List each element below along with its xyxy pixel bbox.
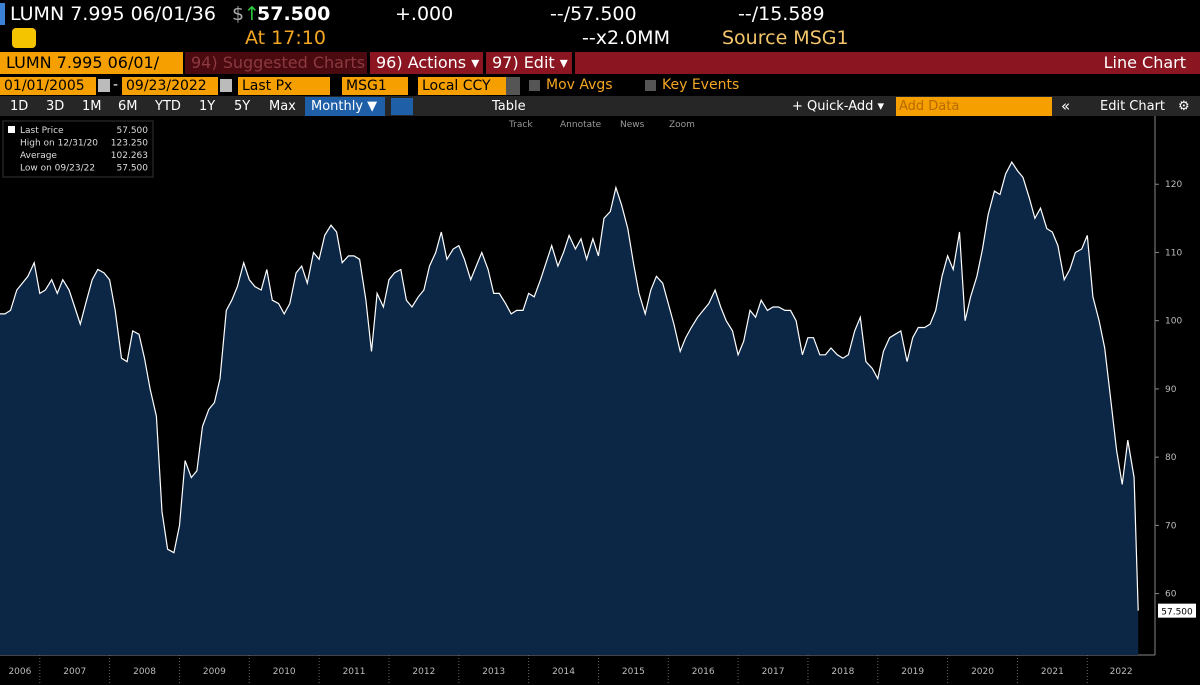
field[interactable]: Last Px <box>238 77 330 95</box>
gear[interactable]: ⚙ <box>1178 99 1190 114</box>
x-tick-label: 2017 <box>762 667 785 677</box>
calendar-icon[interactable] <box>98 79 110 92</box>
x-tick-label: 2016 <box>692 667 715 677</box>
period-button[interactable]: YTD <box>155 99 181 114</box>
chart-tool[interactable]: Annotate <box>560 120 602 130</box>
legend-label: Low on 09/23/22 <box>20 164 95 174</box>
price-line <box>0 160 1139 611</box>
chart-tool[interactable]: News <box>620 120 645 130</box>
y-tick-label: 120 <box>1165 180 1182 190</box>
y-tick-label: 110 <box>1165 248 1182 258</box>
frequency[interactable]: Monthly ▼ <box>305 97 385 116</box>
alert-icon[interactable] <box>12 28 36 48</box>
chart: 60 70 80 90 100 110 120 2006 2007 2008 2009 2010 201… <box>0 116 1196 685</box>
y-tick-label: 100 <box>1165 317 1182 327</box>
x-tick-label: 2010 <box>273 667 296 677</box>
x-tick-label: 2013 <box>482 667 505 677</box>
x-tick-label: 2014 <box>552 667 575 677</box>
chart-tool[interactable]: Zoom <box>669 120 695 130</box>
legend-value: 57.500 <box>117 126 149 136</box>
currency-field[interactable]: Local CCY <box>418 77 506 95</box>
period-button[interactable]: 1M <box>82 99 102 114</box>
x-tick-label: 2009 <box>203 667 226 677</box>
legend-label: Last Price <box>20 126 64 136</box>
legend-swatch <box>8 126 15 133</box>
legend-label: Average <box>20 151 57 161</box>
x-tick-label: 2020 <box>971 667 994 677</box>
x-tick-label: 2022 <box>1110 667 1133 677</box>
x-tick-label: 2021 <box>1041 667 1064 677</box>
actions-button[interactable]: 96) Actions ▾ <box>370 52 483 74</box>
y-tick-label: 80 <box>1165 453 1177 463</box>
chart-type: Line Chart <box>575 52 1200 74</box>
legend-value: 57.500 <box>117 164 149 174</box>
bid-ask: --/57.500 <box>550 3 637 25</box>
size: --x2.0MM <box>582 27 670 49</box>
dash: - <box>113 77 119 93</box>
table-button[interactable]: Table <box>492 99 526 114</box>
suggested-button[interactable]: 94) Suggested Charts <box>185 52 367 74</box>
x-tick-label: 2012 <box>412 667 435 677</box>
edit-chart[interactable]: Edit Chart <box>1100 99 1166 114</box>
yield: --/15.589 <box>738 3 825 25</box>
change: +.000 <box>395 3 454 25</box>
x-tick-label: 2018 <box>831 667 854 677</box>
checkbox[interactable] <box>645 80 656 91</box>
period-button[interactable]: Max <box>269 99 296 114</box>
period-button[interactable]: 5Y <box>234 99 251 114</box>
collapse[interactable]: « <box>1061 97 1071 115</box>
end-date[interactable]: 09/23/2022 <box>122 77 218 95</box>
arrow: ↑ <box>244 3 260 25</box>
edit-button[interactable]: 97) Edit ▾ <box>486 52 572 74</box>
legend-value: 102.263 <box>111 151 148 161</box>
x-tick-label: 2015 <box>622 667 645 677</box>
key-events[interactable]: Key Events <box>662 77 740 93</box>
x-tick-label: 2008 <box>133 667 156 677</box>
source-field[interactable]: MSG1 <box>342 77 408 95</box>
last-value-label: 57.500 <box>1161 608 1193 618</box>
calendar-icon[interactable] <box>220 79 232 92</box>
focus-bar <box>0 3 5 25</box>
legend-box <box>2 120 154 178</box>
legend-label: High on 12/31/20 <box>20 139 98 149</box>
add-data[interactable]: Add Data <box>896 97 1052 116</box>
last-value-tag <box>1158 603 1196 618</box>
price: 57.500 <box>257 3 331 25</box>
period-button[interactable]: 3D <box>46 99 65 114</box>
currency: $ <box>232 3 245 25</box>
y-tick-label: 60 <box>1165 590 1177 600</box>
start-date[interactable]: 01/01/2005 <box>0 77 96 95</box>
period-button[interactable]: 1D <box>10 99 29 114</box>
dropdown[interactable] <box>506 77 520 95</box>
area <box>0 162 1139 655</box>
y-tick-label: 70 <box>1165 521 1177 531</box>
x-tick-label: 2019 <box>901 667 924 677</box>
security-box[interactable]: LUMN 7.995 06/01/ <box>0 52 183 74</box>
period-button[interactable]: 6M <box>118 99 138 114</box>
y-tick-label: 90 <box>1165 385 1177 395</box>
period-button[interactable]: 1Y <box>199 99 216 114</box>
legend-value: 123.250 <box>111 139 148 149</box>
x-tick-label: 2007 <box>63 667 86 677</box>
line-icon[interactable] <box>391 98 413 115</box>
mov-avgs[interactable]: Mov Avgs <box>546 77 613 93</box>
ticker: LUMN 7.995 06/01/36 <box>10 3 216 25</box>
source: Source MSG1 <box>722 27 849 49</box>
quick-add[interactable]: + Quick-Add ▾ <box>792 99 885 114</box>
x-tick-label: 2006 <box>8 667 31 677</box>
time: At 17:10 <box>245 27 326 49</box>
chart-tool[interactable]: Track <box>508 120 533 130</box>
checkbox[interactable] <box>529 80 540 91</box>
x-tick-label: 2011 <box>343 667 366 677</box>
